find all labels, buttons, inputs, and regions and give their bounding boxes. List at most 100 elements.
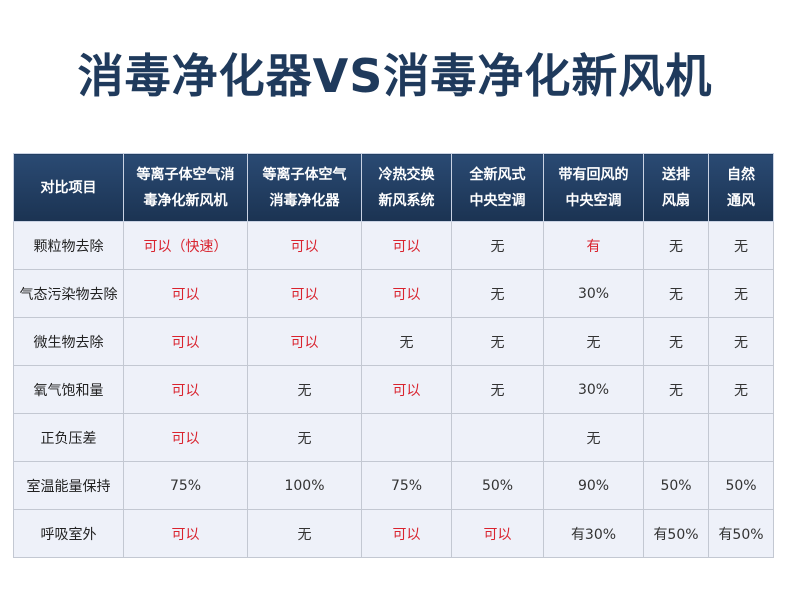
table-row: 气态污染物去除 可以 可以 可以 无 30% 无 无 [13,269,774,318]
comparison-table: 对比项目 等离子体空气消 毒净化新风机 等离子体空气 消毒净化器 冷热交换 新风系统 全新风式… [13,153,774,558]
cell-text: 无 [734,382,748,399]
header-text: 消毒净化器 [269,192,340,209]
table-cell: 50% [643,461,709,510]
table-cell: 无 [708,269,774,318]
header-text: 通风 [727,192,755,209]
table-body: 颗粒物去除 可以（快速） 可以 可以无有无无气态污染物去除 可以 可以 可以无 30% 无无微生… [13,221,774,558]
table-cell: 可以 [451,509,544,558]
cell-text: 可以（快速） [143,238,228,255]
header-text: 新风系统 [378,192,435,209]
row-label: 室温能量保持 [13,461,124,510]
table-cell: 可以 [361,269,452,318]
table-cell [708,413,774,462]
header-cell: 对比项目 [13,153,124,222]
row-label: 气态污染物去除 [13,269,124,318]
cell-text: 可以 [171,286,200,303]
cell-text: 无 [297,526,312,543]
header-cell: 带有回风的 中央空调 [543,153,644,222]
cell-text: 无 [490,286,505,303]
header-cell: 自然 通风 [708,153,774,222]
cell-text: 可以 [392,526,421,543]
cell-text: 75% [169,477,202,494]
table-cell: 可以 [247,317,362,366]
table-cell: 可以 [123,365,248,414]
header-text: 等离子体空气消 [136,166,235,183]
table-cell: 90% [543,461,644,510]
cell-text: 无 [734,286,748,303]
row-label: 呼吸室外 [13,509,124,558]
header-cell: 全新风式 中央空调 [451,153,544,222]
title: 消毒净化器VS消毒净化新风机 [77,49,713,103]
table-cell: 无 [361,317,452,366]
cell-text: 有30% [570,526,617,543]
header-text: 中央空调 [565,192,622,209]
header-text: 对比项目 [40,179,97,196]
cell-text: 可以 [392,382,421,399]
table-cell: 可以 [123,413,248,462]
header-text: 中央空调 [469,192,526,209]
table-cell: 无 [643,221,709,270]
table-cell: 无 [643,365,709,414]
table-cell: 75% [361,461,452,510]
table-cell: 无 [451,365,544,414]
cell-text: 无 [586,334,601,351]
cell-text: 有50% [718,526,764,543]
header-text: 带有回风的 [558,166,629,183]
cell-text: 可以 [392,286,421,303]
table-cell: 100% [247,461,362,510]
table-cell: 无 [247,509,362,558]
table-row: 微生物去除 可以 可以 无 无 无 无 无 [13,317,774,366]
table-cell: 75% [123,461,248,510]
cell-text: 50% [660,477,692,494]
table-cell [643,413,709,462]
cell-text: 无 [490,382,505,399]
table-row: 氧气饱和量 可以 无 可以 无 30% 无 无 [13,365,774,414]
cell-text: 无 [669,334,683,351]
cell-text: 有 [586,238,601,255]
table-cell: 可以 [123,317,248,366]
cell-text: 可以 [290,238,319,255]
cell-text: 100% [284,477,325,494]
cell-text: 50% [481,477,514,494]
table-cell: 无 [451,221,544,270]
header-text: 自然 [727,166,755,183]
header-cell: 送排 风扇 [643,153,709,222]
cell-text: 无 [490,238,505,255]
table-cell: 30% [543,365,644,414]
header-text: 送排 [662,166,690,183]
header-text: 全新风式 [469,166,526,183]
table-cell: 无 [543,413,644,462]
table-cell: 可以 [247,269,362,318]
table-cell: 有50% [643,509,709,558]
table-cell: 有50% [708,509,774,558]
table-cell: 可以（快速） [123,221,248,270]
header-text: 等离子体空气 [262,166,347,183]
header-text: 毒净化新风机 [143,192,228,209]
table-cell: 50% [708,461,774,510]
header-cell: 等离子体空气消 毒净化新风机 [123,153,248,222]
cell-text: 无 [669,238,683,255]
cell-text: 无 [586,430,601,447]
table-cell: 无 [643,317,709,366]
table-cell: 可以 [247,221,362,270]
header-text: 风扇 [662,192,690,209]
table-cell: 无 [708,317,774,366]
table-row: 呼吸室外 可以 无 可以 可以 有30% 有50% 有50% [13,509,774,558]
table-cell: 可以 [361,365,452,414]
table-cell: 可以 [123,269,248,318]
cell-text: 30% [577,381,610,398]
cell-text: 无 [734,334,748,351]
table-cell: 无 [451,317,544,366]
table-row: 正负压差 可以 无 无 [13,413,774,462]
cell-text: 75% [390,477,423,494]
table-cell: 无 [247,413,362,462]
table-cell: 无 [247,365,362,414]
header-text: 冷热交换 [378,166,435,183]
cell-text: 30% [577,285,610,302]
table-cell: 可以 [361,221,452,270]
table-cell: 30% [543,269,644,318]
cell-text: 可以 [483,526,512,543]
cell-text: 无 [669,286,683,303]
cell-text: 无 [669,382,683,399]
